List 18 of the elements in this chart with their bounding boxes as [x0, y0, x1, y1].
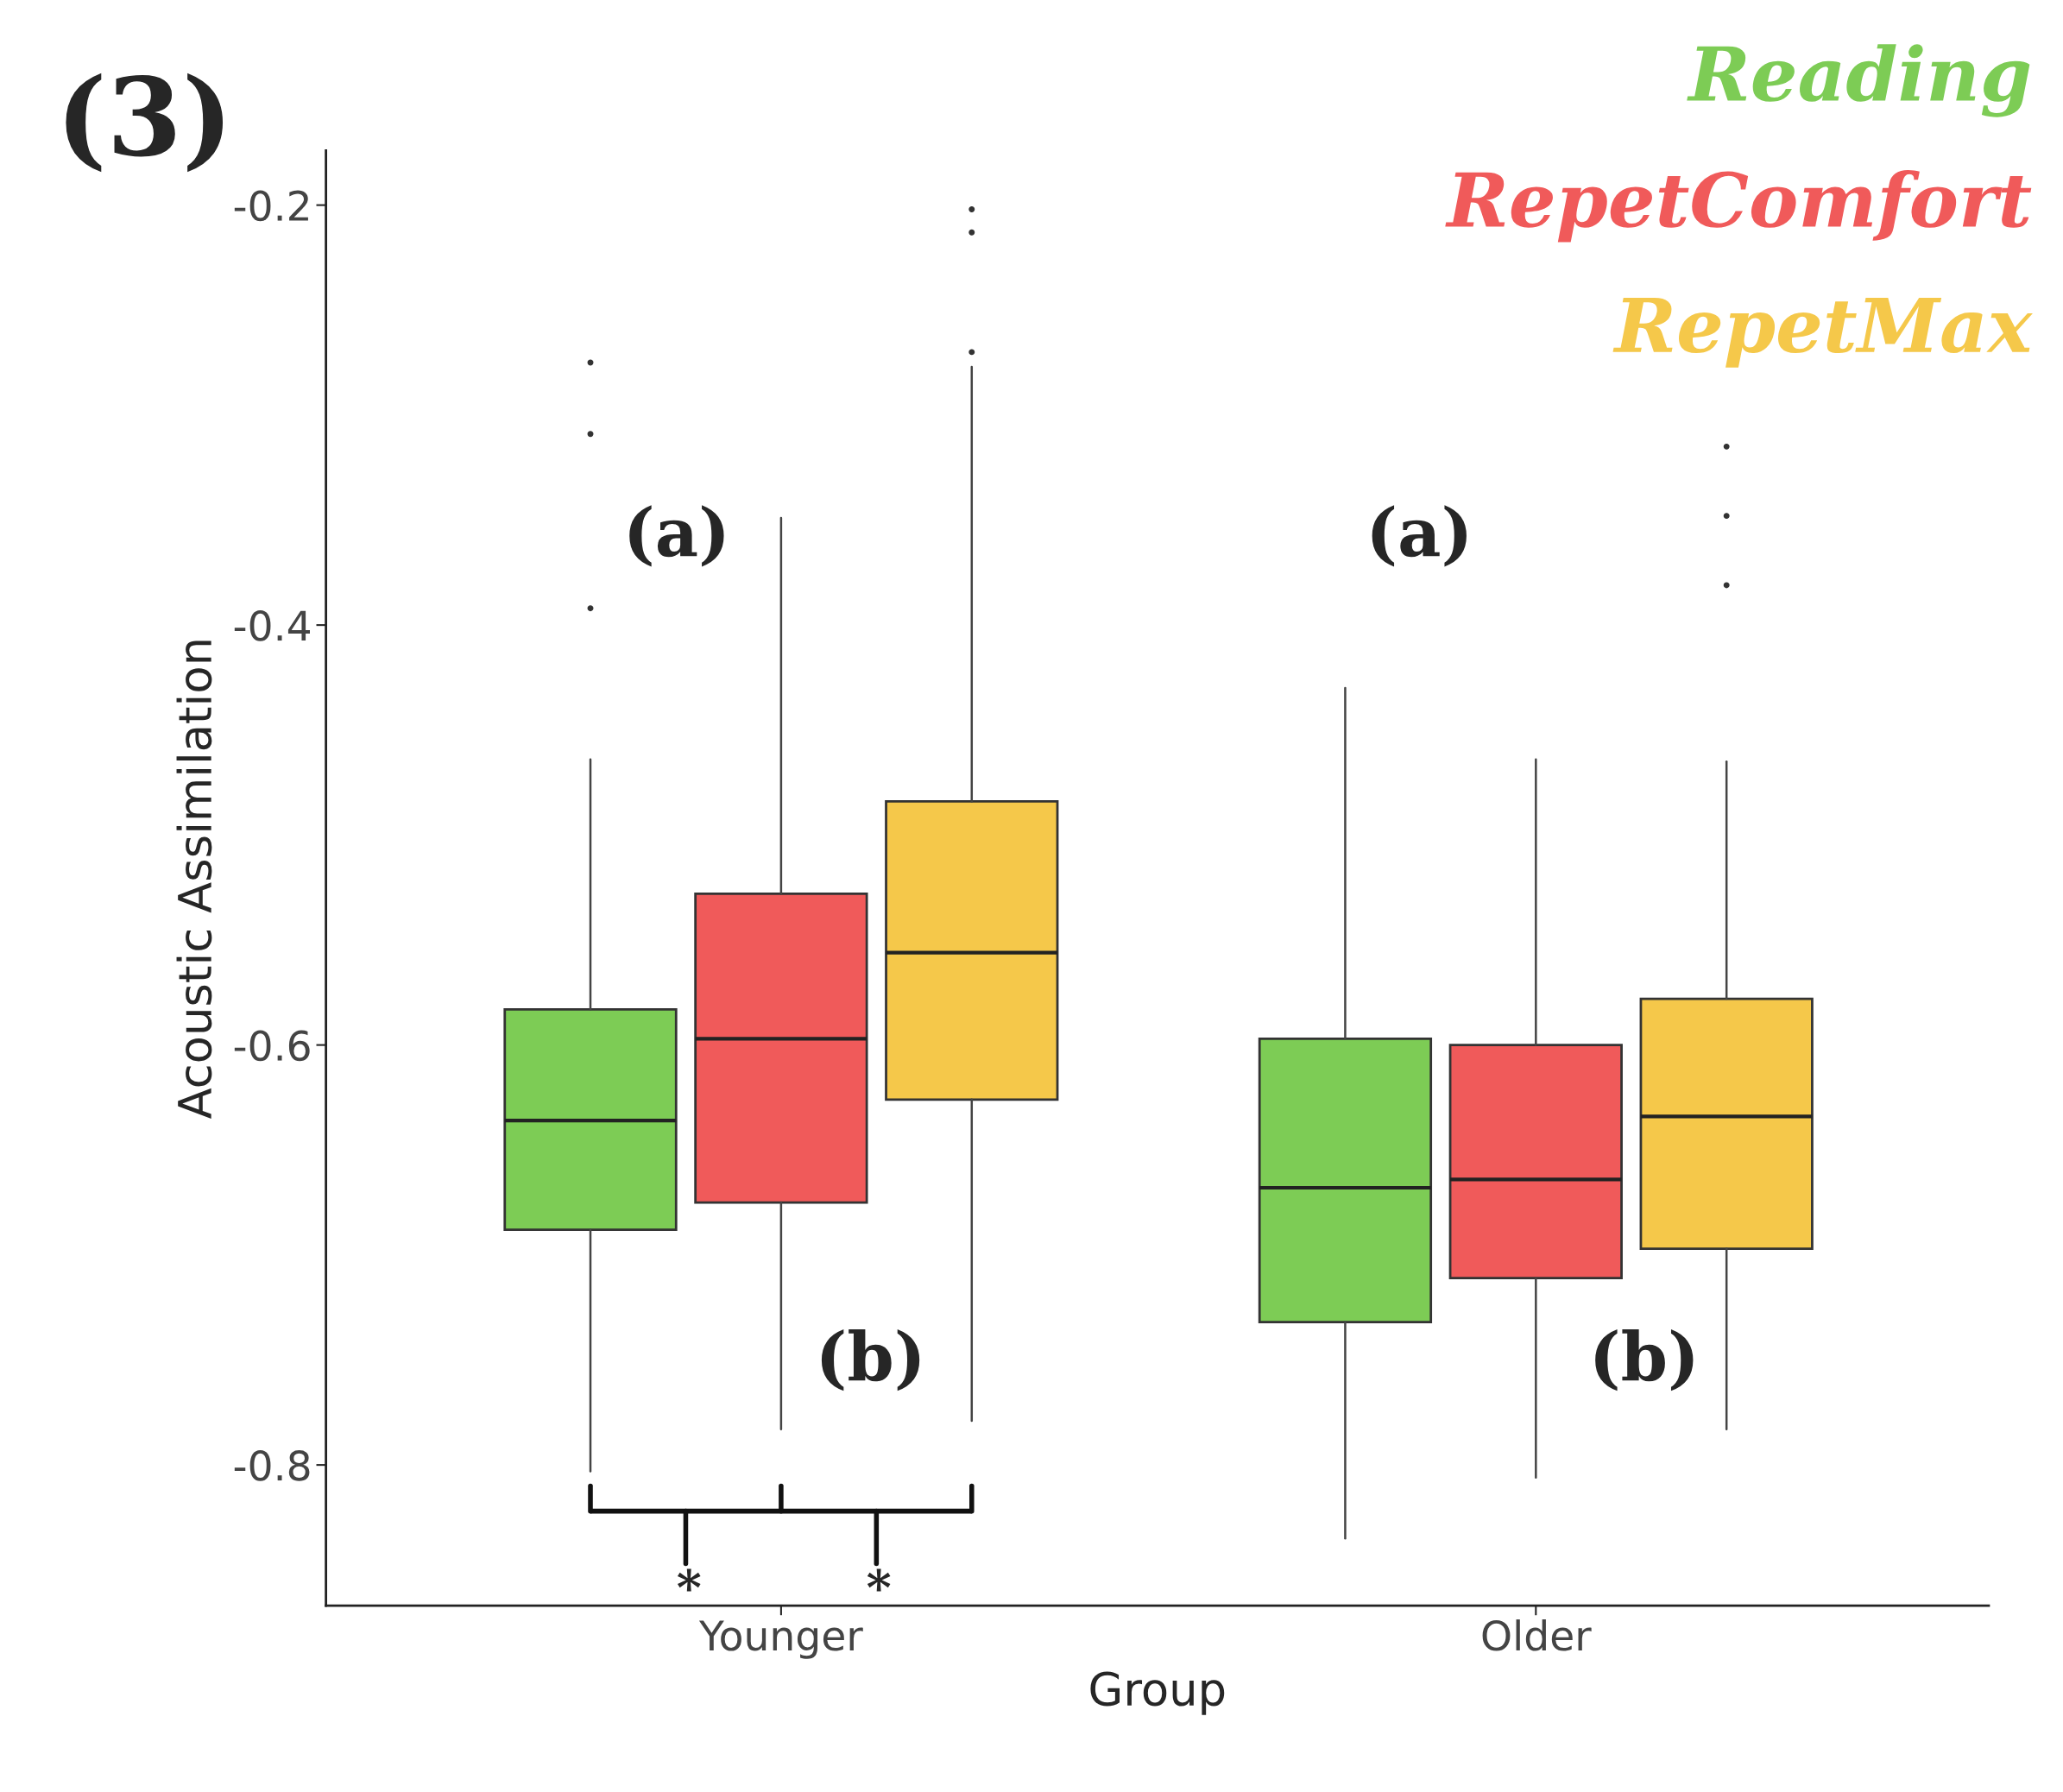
y-tick-label: -0.8 — [234, 1450, 310, 1481]
x-tick-label: Older — [1482, 1619, 1592, 1651]
text: (3) — [66, 73, 224, 173]
x-tick-label: Younger — [698, 1620, 863, 1659]
x-axis-title: Group — [1090, 1671, 1225, 1715]
annotation: (b) — [821, 1329, 920, 1391]
annotation: * — [867, 1568, 891, 1592]
annotation: * — [677, 1568, 701, 1592]
text: Reading — [1687, 44, 2030, 117]
text: RepetComfort — [1445, 170, 2032, 243]
annotation: (a) — [1372, 505, 1467, 567]
y-tick-label: -0.4 — [234, 610, 310, 641]
text: RepetMax — [1612, 298, 2033, 368]
annotation: (b) — [1595, 1329, 1694, 1391]
y-tick-label: -0.2 — [234, 190, 308, 222]
y-tick-label: -0.6 — [234, 1030, 310, 1062]
annotation: (a) — [629, 505, 724, 567]
y-axis-title: Acoustic Assimilation — [176, 640, 212, 1120]
